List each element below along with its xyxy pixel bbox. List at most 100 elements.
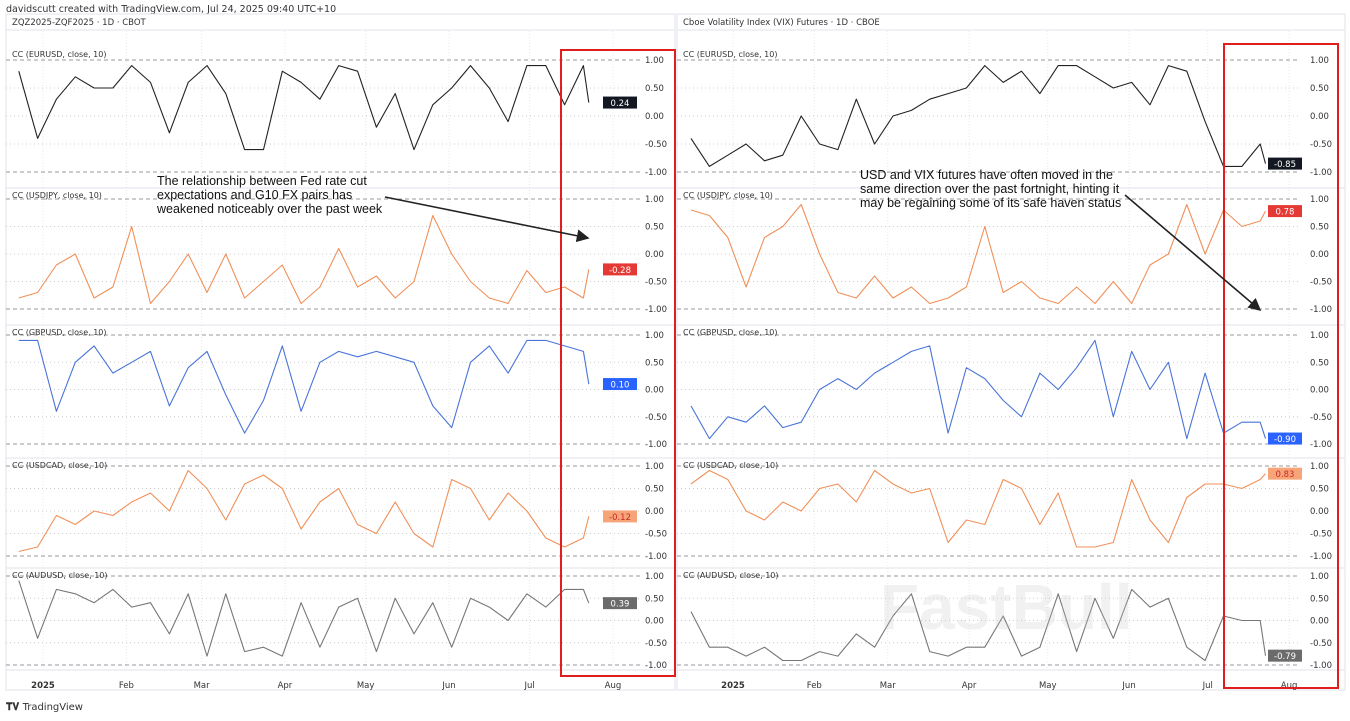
y-tick-label: 1.00 <box>645 195 664 205</box>
y-tick-label: 1.00 <box>645 56 664 66</box>
tradingview-footer: 𝐓𝐕 TradingView <box>6 702 83 713</box>
last-value-badge <box>603 510 637 523</box>
y-tick-label: -1.00 <box>1310 305 1332 315</box>
last-value-badge <box>1268 467 1302 480</box>
y-tick-label: -1.00 <box>1310 552 1332 562</box>
y-tick-label: 0.50 <box>645 594 664 604</box>
last-value-badge <box>603 96 637 109</box>
credit-line: davidscutt created with TradingView.com,… <box>6 4 337 15</box>
x-tick-label: Aug <box>605 681 622 691</box>
y-tick-label: 0.50 <box>645 223 664 233</box>
last-value-label: -0.90 <box>1274 435 1296 445</box>
last-value-badge <box>1268 157 1302 170</box>
last-value-label: 0.24 <box>611 99 630 109</box>
series-line-cc-usdcad-close-10- <box>690 469 1266 548</box>
y-tick-label: 1.00 <box>645 331 664 341</box>
x-tick-label: Mar <box>880 681 897 691</box>
last-value-label: 0.10 <box>611 381 630 391</box>
x-tick-label: 2025 <box>31 681 55 691</box>
series-line-cc-usdjpy-close-10- <box>18 214 590 305</box>
x-tick-label: Jun <box>1121 681 1135 691</box>
y-tick-label: 0.00 <box>645 386 664 396</box>
highlight-box <box>560 49 676 677</box>
pane-label: CC (EURUSD, close, 10) <box>12 50 106 59</box>
y-tick-label: 0.00 <box>1310 617 1329 627</box>
x-tick-label: Feb <box>119 681 134 691</box>
watermark: FastBull <box>880 571 1133 643</box>
series-line-cc-eurusd-close-10- <box>18 65 590 151</box>
chart-title: ZQZ2025-ZQF2025 · 1D · CBOT <box>12 18 147 28</box>
y-tick-label: 0.00 <box>1310 386 1329 396</box>
annotation-arrow-right <box>1124 194 1262 312</box>
pane-label: CC (AUDUSD, close, 10) <box>683 571 779 580</box>
y-tick-label: 0.50 <box>1310 358 1329 368</box>
y-tick-label: 0.50 <box>1310 594 1329 604</box>
series-line-cc-audusd-close-10- <box>18 580 590 657</box>
y-tick-label: 0.50 <box>645 358 664 368</box>
y-tick-label: 1.00 <box>1310 572 1329 582</box>
footer-brand: TradingView <box>22 702 83 713</box>
pane-label: CC (USDJPY, close, 10) <box>683 191 773 200</box>
tradingview-logo-icon: 𝐓𝐕 <box>6 702 23 713</box>
y-tick-label: -1.00 <box>645 661 667 671</box>
y-tick-label: 0.00 <box>645 617 664 627</box>
series-line-cc-usdcad-close-10- <box>18 469 590 553</box>
last-value-label: 0.78 <box>1276 208 1295 218</box>
y-tick-label: 0.00 <box>1310 250 1329 260</box>
y-tick-label: 1.00 <box>645 572 664 582</box>
annotation-arrow-left <box>384 196 590 243</box>
pane-label: CC (EURUSD, close, 10) <box>683 50 777 59</box>
x-tick-label: Aug <box>1281 681 1298 691</box>
last-value-badge <box>603 378 637 391</box>
y-tick-label: 1.00 <box>1310 462 1329 472</box>
last-value-label: 0.39 <box>611 600 630 610</box>
last-value-label: 0.83 <box>1276 470 1295 480</box>
annotation-left: The relationship between Fed rate cut ex… <box>157 174 383 216</box>
pane-label: CC (USDJPY, close, 10) <box>12 191 102 200</box>
pane-label: CC (GBPUSD, close, 10) <box>683 328 778 337</box>
y-tick-label: -0.50 <box>645 413 667 423</box>
last-value-badge <box>1268 205 1302 218</box>
last-value-label: -0.79 <box>1274 652 1296 662</box>
y-tick-label: -1.00 <box>1310 440 1332 450</box>
y-tick-label: 0.50 <box>645 485 664 495</box>
y-tick-label: 1.00 <box>1310 331 1329 341</box>
pane-label: CC (USDCAD, close, 10) <box>12 461 107 470</box>
x-tick-label: Jul <box>523 681 534 691</box>
y-tick-label: 0.50 <box>1310 485 1329 495</box>
y-tick-label: 0.00 <box>1310 507 1329 517</box>
pane-label: CC (AUDUSD, close, 10) <box>12 571 108 580</box>
y-tick-label: 0.00 <box>645 507 664 517</box>
y-tick-label: 0.50 <box>1310 84 1329 94</box>
y-tick-label: -0.50 <box>1310 530 1332 540</box>
last-value-label: -0.12 <box>609 513 631 523</box>
series-line-cc-usdjpy-close-10- <box>690 203 1266 305</box>
y-tick-label: -0.50 <box>1310 413 1332 423</box>
y-tick-label: -0.50 <box>645 278 667 288</box>
y-tick-label: -0.50 <box>1310 140 1332 150</box>
last-value-badge <box>1268 649 1302 662</box>
y-tick-label: 1.00 <box>1310 195 1329 205</box>
series-line-cc-gbpusd-close-10- <box>18 339 590 434</box>
series-line-cc-eurusd-close-10- <box>690 65 1267 167</box>
x-tick-label: May <box>357 681 375 691</box>
x-tick-label: Mar <box>194 681 211 691</box>
y-tick-label: -1.00 <box>645 168 667 178</box>
y-tick-label: -0.50 <box>1310 278 1332 288</box>
last-value-label: -0.28 <box>609 266 631 276</box>
annotation-right: USD and VIX futures have often moved in … <box>860 168 1122 210</box>
pane-label: CC (GBPUSD, close, 10) <box>12 328 107 337</box>
y-tick-label: 1.00 <box>1310 56 1329 66</box>
x-tick-label: Apr <box>962 681 977 691</box>
y-tick-label: 1.00 <box>645 462 664 472</box>
x-tick-label: Apr <box>278 681 293 691</box>
y-tick-label: -0.50 <box>645 530 667 540</box>
x-tick-label: Feb <box>807 681 822 691</box>
x-tick-label: 2025 <box>721 681 745 691</box>
x-tick-label: May <box>1039 681 1057 691</box>
y-tick-label: 0.50 <box>645 84 664 94</box>
chart-frame <box>676 13 1346 691</box>
y-tick-label: -1.00 <box>1310 661 1332 671</box>
